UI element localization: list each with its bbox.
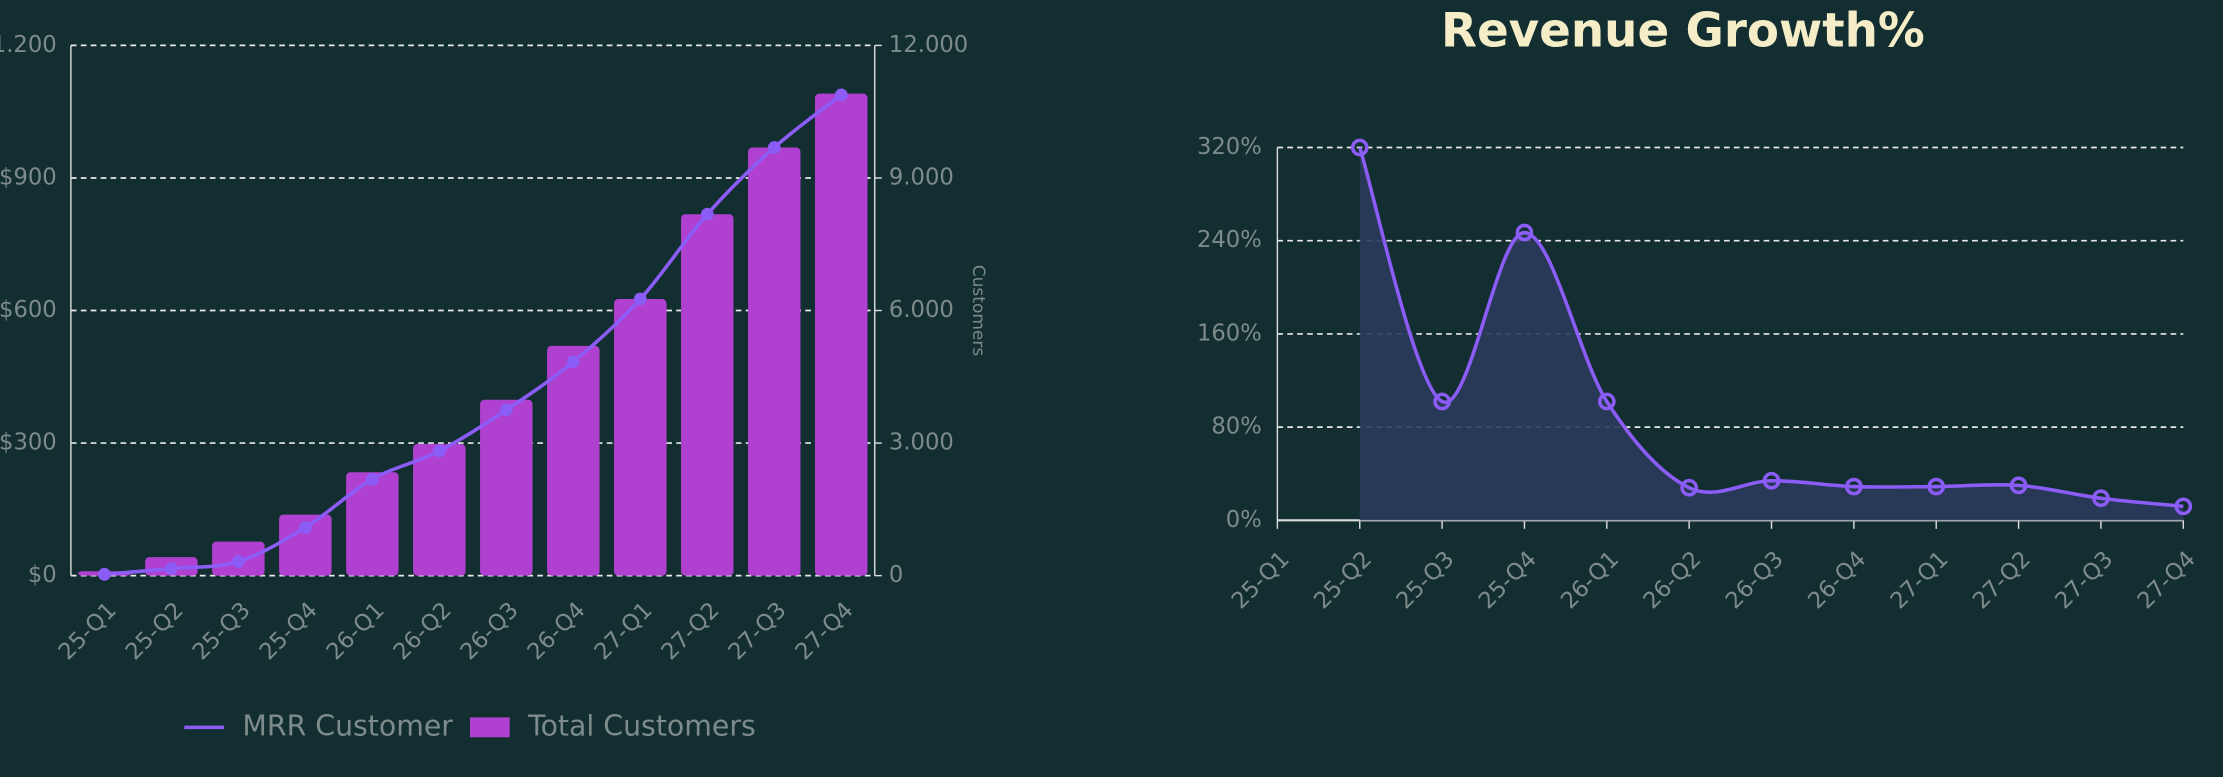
- bar: [346, 472, 399, 576]
- x-tick-label: 27-Q3: [724, 597, 792, 665]
- y2-axis-label: Customers: [968, 265, 988, 357]
- y-tick-label: $900: [0, 164, 57, 190]
- x-tick-label: 25-Q3: [1391, 546, 1459, 614]
- x-tick-label: 26-Q1: [1556, 546, 1624, 614]
- x-tick-label: 26-Q3: [456, 597, 524, 665]
- y2-tick-label: 12.000: [889, 32, 968, 58]
- y-tick-label: 160%: [1197, 320, 1262, 346]
- x-tick-label: 25-Q1: [1227, 546, 1295, 614]
- y-tick-label: 240%: [1197, 227, 1262, 253]
- x-tick-label: 25-Q3: [188, 597, 256, 665]
- y2-tick-label: 9.000: [889, 164, 954, 190]
- x-tick-label: 25-Q4: [255, 597, 323, 665]
- y-tick-label: $1.200: [0, 32, 57, 58]
- x-tick-label: 27-Q2: [657, 597, 725, 665]
- y-tick-label: 80%: [1211, 414, 1261, 440]
- point: [1597, 392, 1616, 411]
- y-tick-label: $0: [28, 562, 57, 588]
- point: [1680, 478, 1699, 497]
- chart-title: Revenue Growth%: [1441, 5, 1925, 59]
- y-tick-label: $300: [0, 430, 57, 456]
- point: [164, 562, 178, 575]
- x-tick-label: 25-Q2: [1309, 546, 1377, 614]
- x-tick-label: 26-Q4: [523, 597, 591, 665]
- point: [2174, 497, 2193, 516]
- bar: [681, 214, 734, 576]
- bar: [815, 93, 868, 576]
- bar: [614, 299, 667, 576]
- point: [1433, 392, 1451, 411]
- x-tick-label: 27-Q1: [1886, 546, 1954, 614]
- point: [1515, 223, 1534, 242]
- point: [365, 472, 379, 486]
- point: [2092, 489, 2110, 508]
- point: [231, 555, 245, 568]
- x-tick-label: 26-Q1: [322, 597, 390, 665]
- point: [2009, 476, 2028, 495]
- bar: [279, 514, 332, 576]
- y2-tick-label: 6.000: [889, 297, 954, 323]
- legend-label: Total Customers: [527, 709, 756, 742]
- bar: [748, 147, 801, 576]
- x-tick-label: 25-Q2: [121, 597, 189, 665]
- x-tick-label: 27-Q2: [1968, 546, 2036, 614]
- point: [432, 444, 446, 458]
- x-tick-label: 27-Q3: [2050, 546, 2118, 614]
- y-tick-label: 0%: [1226, 507, 1262, 533]
- x-tick-label: 26-Q2: [389, 597, 457, 665]
- bar: [480, 399, 533, 576]
- point: [1927, 477, 1946, 496]
- point: [98, 567, 111, 581]
- point: [1845, 477, 1863, 496]
- x-tick-label: 27-Q4: [2133, 546, 2201, 614]
- point: [700, 207, 714, 221]
- point: [834, 88, 848, 102]
- x-tick-label: 26-Q3: [1721, 546, 1789, 614]
- legend-label: MRR Customer: [242, 709, 453, 742]
- y-tick-label: $600: [0, 297, 57, 323]
- point: [633, 292, 647, 306]
- x-tick-label: 27-Q4: [791, 597, 859, 665]
- bar: [547, 345, 600, 576]
- legend-swatch: [469, 717, 510, 738]
- y2-tick-label: 0: [889, 562, 903, 588]
- y2-tick-label: 3.000: [889, 430, 954, 456]
- area: [1359, 147, 2184, 521]
- y-tick-label: 320%: [1197, 134, 1262, 160]
- point: [767, 141, 781, 154]
- x-tick-label: 25-Q1: [54, 597, 122, 665]
- point: [1762, 471, 1781, 490]
- point: [1350, 138, 1369, 157]
- point: [298, 521, 312, 534]
- bar: [413, 443, 466, 576]
- x-tick-label: 26-Q2: [1639, 546, 1707, 614]
- x-tick-label: 25-Q4: [1474, 546, 1542, 614]
- point: [499, 403, 513, 417]
- x-tick-label: 27-Q1: [590, 597, 658, 665]
- point: [566, 355, 580, 369]
- x-tick-label: 26-Q4: [1803, 546, 1871, 614]
